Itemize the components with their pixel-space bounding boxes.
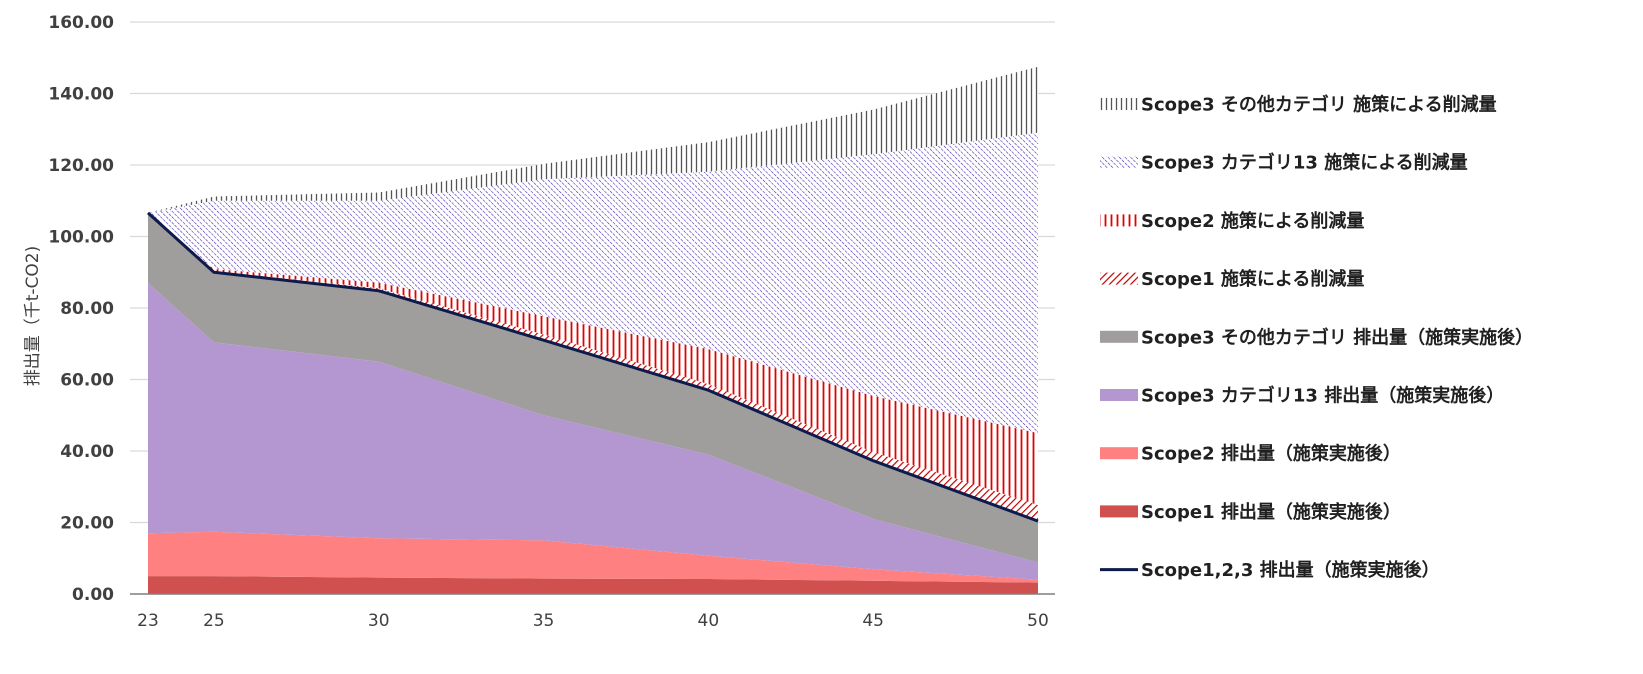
area-series-3 — [148, 212, 1038, 563]
legend-item: Scope2 施策による削減量 — [1100, 210, 1364, 232]
legend-item: Scope3 その他カテゴリ 排出量（施策実施後） — [1100, 326, 1533, 348]
y-tick-label: 100.00 — [48, 228, 114, 248]
legend-swatch — [1100, 98, 1138, 110]
legend-item: Scope3 その他カテゴリ 施策による削減量 — [1100, 94, 1497, 116]
x-tick-label: 35 — [533, 611, 555, 631]
legend-label: Scope3 カテゴリ13 排出量（施策実施後） — [1141, 385, 1504, 407]
total-line — [146, 211, 1039, 523]
scope123-total-line — [146, 211, 1039, 523]
area-series-7 — [148, 66, 1038, 213]
legend-item: Scope3 カテゴリ13 施策による削減量 — [1100, 152, 1468, 174]
y-axis-label: 排出量（千t-CO2) — [23, 246, 43, 387]
legend-swatch — [1100, 214, 1138, 227]
legend-label: Scope3 カテゴリ13 施策による削減量 — [1141, 152, 1468, 174]
x-tick-label: 25 — [203, 611, 225, 631]
y-tick-label: 0.00 — [72, 585, 114, 605]
legend: Scope3 その他カテゴリ 施策による削減量 Scope3 カテゴリ13 施策に… — [1100, 94, 1533, 581]
x-tick-label: 23 — [137, 611, 159, 631]
y-tick-label: 120.00 — [48, 156, 114, 176]
legend-swatch — [1100, 272, 1138, 285]
y-tick-label: 160.00 — [48, 13, 114, 33]
y-tick-label: 140.00 — [48, 85, 114, 105]
y-tick-label: 20.00 — [60, 514, 114, 534]
stacked-areas — [148, 66, 1038, 594]
legend-label: Scope3 その他カテゴリ 排出量（施策実施後） — [1141, 326, 1533, 348]
legend-swatch — [1100, 389, 1138, 401]
area-series-0 — [148, 576, 1038, 594]
legend-swatch — [1100, 505, 1138, 518]
y-tick-label: 60.00 — [60, 371, 114, 391]
legend-label: Scope3 その他カテゴリ 施策による削減量 — [1141, 94, 1497, 116]
y-tick-label: 40.00 — [60, 442, 114, 462]
legend-item: Scope1 排出量（施策実施後） — [1100, 501, 1401, 523]
x-tick-label: 45 — [862, 611, 884, 631]
legend-label: Scope2 排出量（施策実施後） — [1141, 443, 1401, 465]
legend-item: Scope1,2,3 排出量（施策実施後） — [1100, 559, 1440, 581]
legend-item: Scope3 カテゴリ13 排出量（施策実施後） — [1100, 385, 1504, 407]
legend-label: Scope1 施策による削減量 — [1141, 268, 1364, 290]
x-tick-label: 30 — [368, 611, 390, 631]
legend-swatch — [1100, 330, 1138, 343]
legend-swatch — [1100, 156, 1138, 169]
legend-label: Scope2 施策による削減量 — [1141, 210, 1364, 232]
x-tick-label: 40 — [698, 611, 720, 631]
area-series-1 — [148, 531, 1038, 583]
area-series-5 — [148, 212, 1038, 505]
y-tick-label: 80.00 — [60, 299, 114, 319]
x-tick-label: 50 — [1027, 611, 1049, 631]
area-series-6 — [148, 132, 1038, 434]
axes: 0.00 20.00 40.00 60.00 80.00 100.00 120.00 140.… — [48, 13, 1055, 631]
legend-label: Scope1 排出量（施策実施後） — [1141, 501, 1401, 523]
area-series-2 — [148, 283, 1038, 580]
legend-item: Scope2 排出量（施策実施後） — [1100, 443, 1401, 465]
legend-item: Scope1 施策による削減量 — [1100, 268, 1364, 290]
legend-swatch — [1100, 447, 1138, 460]
legend-label: Scope1,2,3 排出量（施策実施後） — [1141, 559, 1440, 581]
